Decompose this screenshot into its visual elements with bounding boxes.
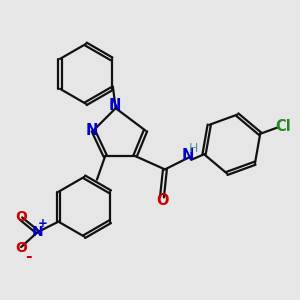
Text: N: N [85,123,98,138]
Text: Cl: Cl [275,119,291,134]
Text: N: N [32,225,44,239]
Text: -: - [25,248,32,263]
Text: +: + [38,217,48,230]
Text: N: N [109,98,121,113]
Text: O: O [156,193,169,208]
Text: O: O [15,211,27,224]
Text: O: O [15,241,27,255]
Text: H: H [189,142,198,155]
Text: N: N [182,148,194,163]
